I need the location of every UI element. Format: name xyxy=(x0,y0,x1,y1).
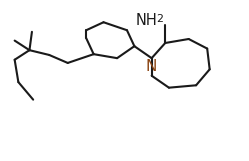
Text: 2: 2 xyxy=(156,14,163,24)
Text: N: N xyxy=(146,59,157,74)
Text: NH: NH xyxy=(136,13,157,28)
